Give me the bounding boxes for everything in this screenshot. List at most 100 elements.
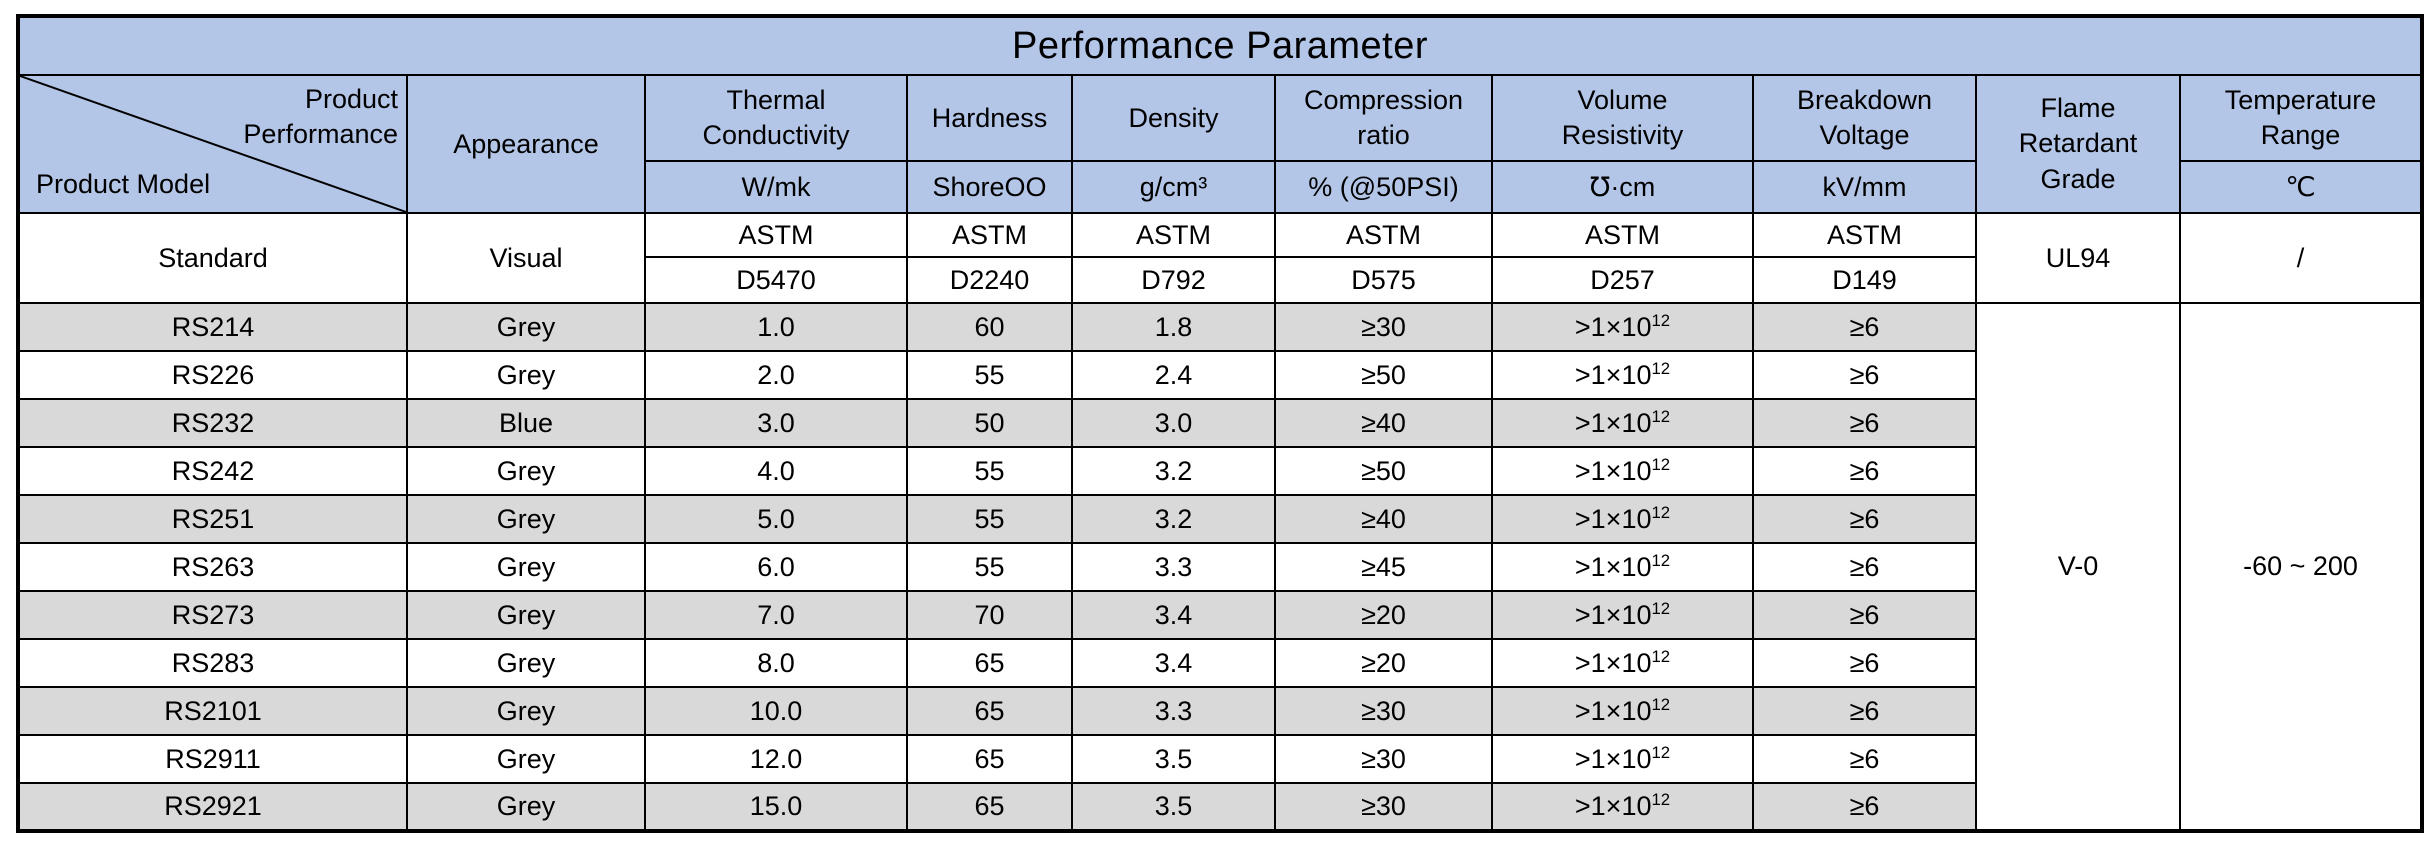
hardness-cell: 60	[906, 302, 1073, 352]
hardness-cell: 65	[906, 686, 1073, 736]
resistivity-exponent: 12	[1651, 598, 1671, 618]
thermal-conductivity-cell: 5.0	[644, 494, 908, 544]
thermal-conductivity-cell: 12.0	[644, 734, 908, 784]
product-model-cell: RS214	[17, 302, 408, 352]
product-model-cell: RS226	[17, 350, 408, 400]
breakdown-voltage-cell: ≥6	[1752, 302, 1977, 352]
thermal-conductivity-cell: 7.0	[644, 590, 908, 640]
standard-code-density: D792	[1071, 256, 1276, 304]
volume-resistivity-cell: >1×1012	[1491, 398, 1754, 448]
resistivity-base: >1×10	[1574, 695, 1652, 726]
thermal-conductivity-cell: 10.0	[644, 686, 908, 736]
standard-flame-grade: UL94	[1975, 212, 2181, 304]
data-rows: RS214 Grey 1.0 60 1.8 ≥30 >1×1012 ≥6 V-0 -60 ~ 20…	[17, 302, 2424, 832]
breakdown-voltage-cell: ≥6	[1752, 350, 1977, 400]
compression-ratio-cell: ≥50	[1274, 350, 1493, 400]
thermal-conductivity-cell: 15.0	[644, 782, 908, 832]
unit-density: g/cm³	[1071, 160, 1276, 214]
page-title: Performance Parameter	[16, 15, 2424, 76]
density-cell: 3.2	[1071, 446, 1276, 496]
density-cell: 3.4	[1071, 590, 1276, 640]
hardness-cell: 55	[906, 542, 1073, 592]
col-header-compression-ratio: Compression ratio	[1274, 74, 1493, 162]
col-header-flame-retardant-grade: Flame Retardant Grade	[1975, 74, 2181, 214]
resistivity-base: >1×10	[1574, 791, 1652, 821]
volume-resistivity-cell: >1×1012	[1491, 350, 1754, 400]
resistivity-exponent: 12	[1651, 694, 1671, 714]
density-cell: 2.4	[1071, 350, 1276, 400]
volume-resistivity-cell: >1×1012	[1491, 686, 1754, 736]
compression-ratio-cell: ≥30	[1274, 686, 1493, 736]
density-cell: 3.2	[1071, 494, 1276, 544]
temperature-range-value: -60 ~ 200	[2178, 302, 2424, 832]
standard-code-thermal: D5470	[644, 256, 908, 304]
header-row-units: W/mk ShoreOO g/cm³ % (@50PSI) ℧·cm kV/mm…	[18, 160, 2424, 214]
product-model-cell: RS2921	[17, 782, 408, 832]
unit-volume-resistivity: ℧·cm	[1491, 160, 1754, 214]
unit-hardness: ShoreOO	[906, 160, 1073, 214]
hardness-cell: 55	[906, 446, 1073, 496]
breakdown-voltage-cell: ≥6	[1752, 590, 1977, 640]
resistivity-exponent: 12	[1651, 358, 1671, 378]
appearance-cell: Grey	[406, 590, 646, 640]
standard-temperature: /	[2178, 212, 2424, 304]
resistivity-base: >1×10	[1574, 647, 1652, 678]
table-row: RS214 Grey 1.0 60 1.8 ≥30 >1×1012 ≥6 V-0 -60 ~ 20…	[17, 302, 2424, 832]
resistivity-exponent: 12	[1651, 790, 1671, 809]
standard-org-thermal: ASTM	[644, 212, 908, 258]
hardness-cell: 65	[906, 782, 1073, 832]
corner-label-product-model: Product Model	[36, 169, 211, 199]
unit-temperature-range: ℃	[2178, 160, 2424, 214]
table-row: RS283 Grey 8.0 65 3.4 ≥20 >1×1012 ≥6	[17, 638, 2422, 688]
table-row: RS242 Grey 4.0 55 3.2 ≥50 >1×1012 ≥6	[17, 446, 2422, 496]
density-cell: 1.8	[1071, 302, 1276, 352]
volume-resistivity-cell: >1×1012	[1491, 590, 1754, 640]
table-row: RS273 Grey 7.0 70 3.4 ≥20 >1×1012 ≥6	[17, 590, 2422, 640]
resistivity-exponent: 12	[1651, 406, 1671, 426]
compression-ratio-cell: ≥30	[1274, 782, 1493, 832]
density-cell: 3.0	[1071, 398, 1276, 448]
breakdown-voltage-cell: ≥6	[1752, 542, 1977, 592]
header-row-main: Product Performance Product Model Appear…	[17, 74, 2424, 214]
table-row: RS2101 Grey 10.0 65 3.3 ≥30 >1×1012 ≥6	[17, 686, 2422, 736]
col-header-density: Density	[1071, 74, 1276, 162]
resistivity-base: >1×10	[1574, 407, 1652, 438]
density-cell: 3.3	[1071, 686, 1276, 736]
resistivity-base: >1×10	[1574, 599, 1652, 630]
standard-label: Standard	[17, 212, 408, 304]
resistivity-exponent: 12	[1651, 502, 1671, 522]
thermal-conductivity-cell: 8.0	[644, 638, 908, 688]
resistivity-base: >1×10	[1574, 743, 1652, 774]
thermal-conductivity-cell: 3.0	[644, 398, 908, 448]
hardness-cell: 55	[906, 494, 1073, 544]
diagonal-line	[20, 76, 406, 212]
col-header-breakdown-voltage: Breakdown Voltage	[1752, 74, 1977, 162]
volume-resistivity-cell: >1×1012	[1491, 446, 1754, 496]
resistivity-base: >1×10	[1574, 455, 1652, 486]
hardness-cell: 65	[906, 638, 1073, 688]
appearance-cell: Grey	[406, 446, 646, 496]
standard-appearance: Visual	[406, 212, 646, 304]
standard-org-resistivity: ASTM	[1491, 212, 1754, 258]
product-model-cell: RS251	[17, 494, 408, 544]
appearance-cell: Grey	[406, 494, 646, 544]
standard-org-compression: ASTM	[1274, 212, 1493, 258]
table-row: RS232 Blue 3.0 50 3.0 ≥40 >1×1012 ≥6	[17, 398, 2422, 448]
corner-header-cell: Product Performance Product Model	[17, 74, 408, 214]
density-cell: 3.5	[1071, 782, 1276, 832]
standard-org-hardness: ASTM	[906, 212, 1073, 258]
compression-ratio-cell: ≥20	[1274, 638, 1493, 688]
resistivity-base: >1×10	[1574, 311, 1652, 342]
table-row: RS251 Grey 5.0 55 3.2 ≥40 >1×1012 ≥6	[17, 494, 2422, 544]
density-cell: 3.4	[1071, 638, 1276, 688]
volume-resistivity-cell: >1×1012	[1491, 638, 1754, 688]
resistivity-base: >1×10	[1574, 359, 1652, 390]
volume-resistivity-cell: >1×1012	[1491, 302, 1754, 352]
appearance-cell: Grey	[406, 542, 646, 592]
breakdown-voltage-cell: ≥6	[1752, 398, 1977, 448]
resistivity-exponent: 12	[1651, 454, 1671, 474]
corner-label-product-performance: Product Performance	[243, 84, 398, 150]
thermal-conductivity-cell: 6.0	[644, 542, 908, 592]
standard-code-hardness: D2240	[906, 256, 1073, 304]
